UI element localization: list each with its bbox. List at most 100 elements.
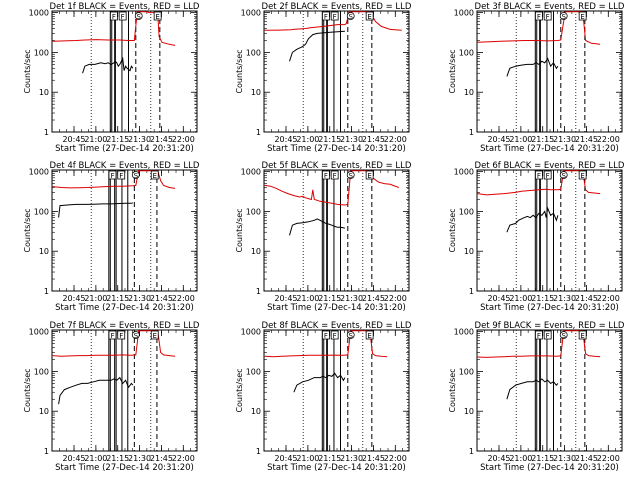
plot-frame — [476, 10, 623, 133]
y-tick-label: 1000 — [454, 328, 474, 337]
marker-box — [365, 11, 374, 21]
x-tick-label: 21:45 — [150, 454, 173, 463]
marker-box — [108, 330, 117, 340]
marker-label: F — [121, 13, 125, 21]
marker-label: S — [348, 172, 353, 180]
marker-box — [322, 330, 330, 340]
x-tick-label: 21:00 — [509, 294, 532, 303]
x-tick-label: 22:00 — [172, 135, 195, 144]
y-tick-label: 10 — [251, 88, 261, 97]
lld-series-line — [477, 330, 601, 358]
marker-label: E — [580, 172, 584, 180]
marker-label: S — [561, 13, 566, 21]
marker-box — [535, 11, 543, 21]
marker-box — [543, 11, 552, 21]
marker-label: S — [561, 172, 566, 180]
marker-label: F — [324, 332, 328, 340]
marker-label: F — [537, 172, 541, 180]
y-tick-label: 10 — [251, 407, 261, 416]
y-tick-label: 1000 — [29, 9, 49, 18]
marker-label: E — [153, 332, 157, 340]
plot-frame — [263, 169, 410, 292]
panel-title: Det 4f BLACK = Events, RED = LLD — [50, 161, 200, 171]
x-tick-label: 21:30 — [553, 135, 576, 144]
events-series-line — [58, 376, 134, 405]
y-axis-label: Counts/sec — [23, 208, 32, 252]
x-tick-label: 21:15 — [106, 294, 129, 303]
lld-series-line — [52, 330, 176, 357]
lld-series-line — [52, 170, 176, 189]
x-tick-label: 21:30 — [553, 454, 576, 463]
x-axis-label: Start Time (27-Dec-14 20:31:20) — [55, 303, 194, 313]
y-tick-label: 100 — [34, 48, 49, 57]
marker-box — [118, 11, 127, 21]
y-tick-label: 1 — [469, 128, 474, 137]
y-axis-label: Counts/sec — [23, 49, 32, 93]
marker-ring — [346, 171, 355, 179]
y-tick-label: 100 — [34, 367, 49, 376]
marker-label: F — [110, 332, 114, 340]
x-tick-label: 21:30 — [128, 135, 151, 144]
marker-label: F — [333, 332, 337, 340]
x-axis-label: Start Time (27-Dec-14 20:31:20) — [55, 463, 194, 473]
marker-ring — [559, 331, 568, 339]
x-tick-label: 21:30 — [553, 294, 576, 303]
events-series-line — [58, 202, 134, 218]
panel-det-5: Det 5f BLACK = Events, RED = LLD 1 10 100 10… — [235, 161, 412, 313]
y-tick-label: 1000 — [29, 328, 49, 337]
panel-det-6: Det 6f BLACK = Events, RED = LLD 1 10 100 10… — [448, 161, 625, 313]
y-tick-label: 1000 — [241, 168, 261, 177]
marker-box — [578, 170, 587, 180]
plot-frame — [476, 169, 623, 292]
marker-ring — [134, 12, 143, 20]
marker-box — [117, 330, 126, 340]
marker-ring — [559, 171, 568, 179]
x-tick-label: 20:45 — [274, 135, 297, 144]
marker-box — [535, 330, 543, 340]
lld-series-line — [52, 11, 176, 46]
y-tick-label: 10 — [464, 247, 474, 256]
y-tick-label: 100 — [34, 207, 49, 216]
y-axis-label: Counts/sec — [235, 49, 244, 93]
marker-label: E — [153, 172, 157, 180]
x-axis-label: Start Time (27-Dec-14 20:31:20) — [480, 463, 619, 473]
marker-box — [117, 170, 126, 180]
panel-det-9: Det 9f BLACK = Events, RED = LLD 1 10 100 10… — [448, 321, 625, 473]
x-tick-label: 21:00 — [296, 454, 319, 463]
x-tick-label: 20:45 — [487, 454, 510, 463]
x-tick-label: 21:15 — [106, 454, 129, 463]
x-tick-label: 21:15 — [531, 294, 554, 303]
y-tick-label: 1000 — [454, 168, 474, 177]
marker-box — [578, 330, 587, 340]
x-tick-label: 22:00 — [384, 294, 407, 303]
x-tick-label: 21:00 — [84, 454, 107, 463]
marker-label: F — [112, 13, 116, 21]
y-tick-label: 10 — [39, 88, 49, 97]
y-tick-label: 10 — [464, 407, 474, 416]
x-tick-label: 21:30 — [340, 294, 363, 303]
events-series-line — [506, 57, 559, 77]
marker-label: E — [367, 332, 371, 340]
marker-box — [535, 170, 543, 180]
panel-det-3: Det 3f BLACK = Events, RED = LLD 1 10 100 10… — [448, 2, 625, 154]
marker-label: F — [333, 13, 337, 21]
lld-series-line — [477, 11, 601, 45]
marker-label: F — [333, 172, 337, 180]
x-tick-label: 21:30 — [128, 454, 151, 463]
marker-label: F — [119, 332, 123, 340]
x-tick-label: 21:00 — [509, 454, 532, 463]
x-tick-label: 21:30 — [128, 294, 151, 303]
plot-frame — [51, 10, 198, 133]
x-tick-label: 21:00 — [296, 294, 319, 303]
marker-label: E — [367, 13, 371, 21]
x-tick-label: 21:15 — [318, 135, 341, 144]
x-tick-label: 21:00 — [84, 294, 107, 303]
y-tick-label: 100 — [246, 207, 261, 216]
x-axis-label: Start Time (27-Dec-14 20:31:20) — [480, 303, 619, 313]
x-axis-label: Start Time (27-Dec-14 20:31:20) — [480, 144, 619, 154]
plot-frame — [476, 329, 623, 452]
marker-box — [365, 330, 374, 340]
events-series-line — [289, 218, 345, 236]
y-tick-label: 1000 — [241, 328, 261, 337]
